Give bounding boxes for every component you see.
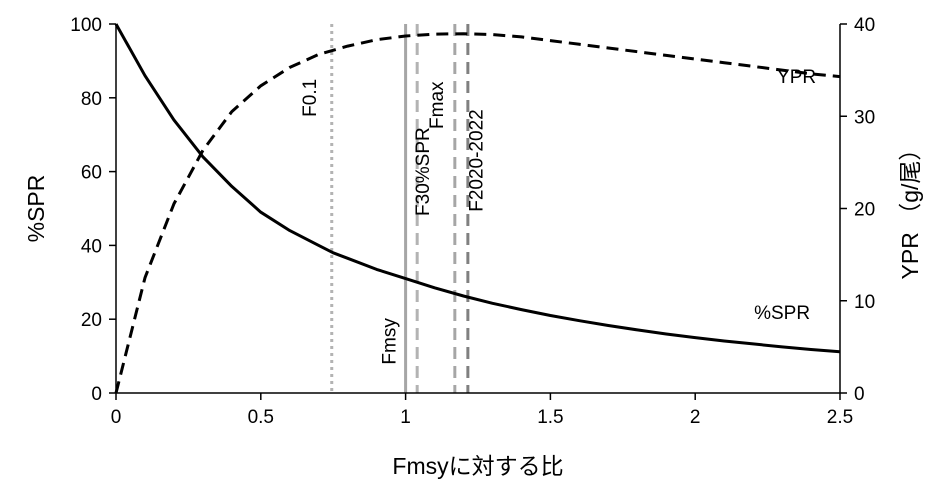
x-tick-label: 0 <box>111 407 122 428</box>
right-y-tick-label: 30 <box>854 107 875 128</box>
x-tick-label: 1.5 <box>537 407 563 428</box>
left-y-tick-label: 80 <box>81 89 102 110</box>
right-y-tick-label: 0 <box>854 384 865 405</box>
left-y-tick-label: 20 <box>81 310 102 331</box>
reference-line-label: F0.1 <box>300 79 321 117</box>
left-y-tick-label: 100 <box>70 15 102 36</box>
reference-line-label: F2020-2022 <box>466 109 487 211</box>
reference-line-label: Fmsy <box>379 318 400 365</box>
right-y-tick-label: 10 <box>854 292 875 313</box>
left-y-tick-label: 0 <box>91 384 102 405</box>
reference-lines <box>330 24 470 393</box>
x-tick-label: 2 <box>690 407 701 428</box>
right-y-axis-title: YPR （g/尾） <box>897 138 923 280</box>
left-y-tick-label: 60 <box>81 163 102 184</box>
x-tick-label: 1 <box>400 407 411 428</box>
reference-line-label: Fmax <box>427 81 448 129</box>
x-axis-title: Fmsyに対する比 <box>392 453 563 479</box>
x-tick-label: 2.5 <box>827 407 853 428</box>
left-y-axis-title: %SPR <box>23 175 49 243</box>
right-y-tick-label: 40 <box>854 15 875 36</box>
series-line-spr <box>114 23 841 354</box>
series-lines <box>114 23 841 394</box>
series-annotation: YPR <box>777 67 816 88</box>
left-y-tick-label: 40 <box>81 236 102 257</box>
reference-line-label: F30%SPR <box>413 127 434 216</box>
x-tick-label: 0.5 <box>248 407 274 428</box>
series-line-ypr <box>114 32 841 394</box>
right-y-tick-label: 20 <box>854 200 875 221</box>
series-annotation: %SPR <box>754 303 810 324</box>
